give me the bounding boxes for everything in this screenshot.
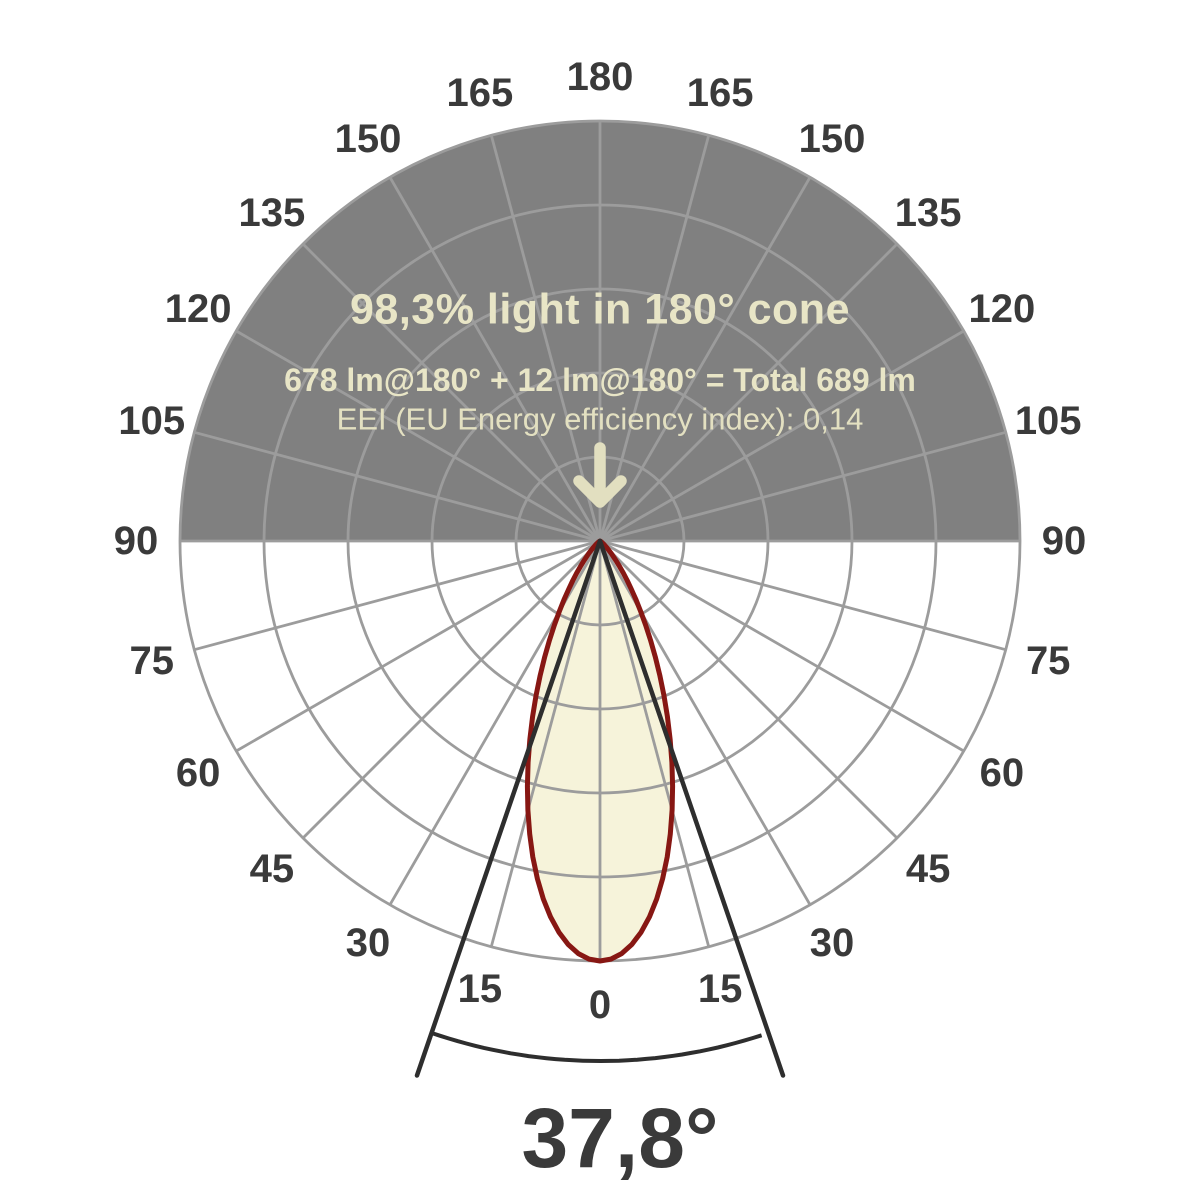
grid-radial-line (599, 329, 965, 543)
grid-radial-line (193, 430, 601, 543)
angle-label: 135 (894, 190, 962, 235)
beam-angle-value: 37,8° (521, 1091, 719, 1185)
down-arrow-head (573, 475, 627, 508)
grid-radial-line (598, 176, 812, 542)
cone-percentage-title: 98,3% light in 180° cone (350, 285, 850, 334)
angle-label: 45 (249, 847, 295, 892)
angle-label: 120 (164, 287, 232, 331)
grid-radial-line (302, 243, 601, 542)
angle-label: 105 (1014, 398, 1082, 443)
angle-label: 165 (686, 70, 754, 115)
angle-label: 30 (809, 920, 855, 965)
beam-angle-line (414, 538, 603, 1078)
angle-label: 15 (457, 967, 503, 1012)
angle-label: 75 (129, 639, 175, 684)
lumen-summary-text: 678 lm@180° + 12 lm@180° = Total 689 lm (284, 362, 916, 398)
grid-radial-line (598, 134, 711, 542)
grid-radial-line (598, 540, 711, 948)
angle-label: 60 (175, 751, 221, 795)
beam-lobe-outline (524, 538, 676, 964)
angle-label: 90 (1041, 519, 1087, 563)
grid-radial-line (489, 134, 602, 542)
angle-label: 165 (446, 70, 514, 115)
beam-angle-arc (430, 1031, 763, 1064)
grid-radial-line (599, 539, 1007, 652)
beam-angle-line (597, 538, 786, 1078)
angle-label: 60 (979, 751, 1025, 795)
grid-radial-line (388, 176, 602, 542)
angle-label: 75 (1025, 639, 1071, 684)
angle-label: 150 (798, 117, 866, 162)
angle-label: 150 (334, 117, 402, 162)
angle-label: 120 (968, 287, 1036, 331)
angle-label: 45 (905, 847, 951, 892)
angle-label: 0 (588, 983, 612, 1027)
grid-radial-line (599, 243, 898, 542)
eei-index-text: EEI (EU Energy efficiency index): 0,14 (336, 401, 864, 437)
grid-radial-line (599, 540, 898, 839)
angle-label: 90 (113, 519, 159, 563)
grid-radial-line (489, 540, 602, 948)
angle-label: 105 (118, 398, 186, 443)
grid-radial-line (302, 540, 601, 839)
angle-label: 180 (566, 55, 634, 99)
angle-label: 15 (697, 967, 743, 1012)
grid-radial-line (599, 539, 965, 753)
angle-label: 30 (345, 920, 391, 965)
grid-radial-line (599, 430, 1007, 543)
grid-radial-line (235, 539, 601, 753)
angle-label: 135 (238, 190, 306, 235)
grid-radial-line (235, 329, 601, 543)
grid-radial-line (193, 539, 601, 652)
